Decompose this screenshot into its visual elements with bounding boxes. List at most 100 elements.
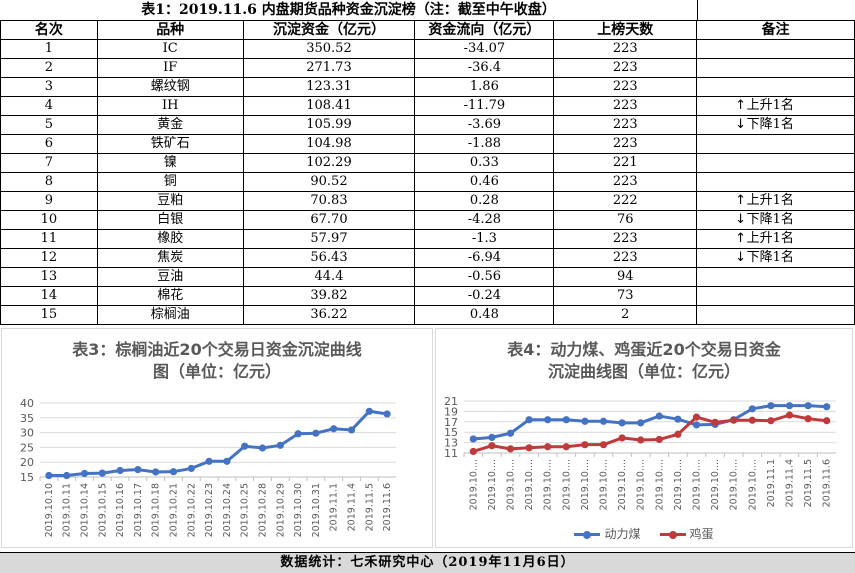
cell-days: 76 <box>553 210 698 230</box>
data-point <box>692 413 701 421</box>
x-tick-label: 2019.10.... <box>487 459 498 510</box>
header-name: 品种 <box>96 20 244 40</box>
data-point <box>383 410 391 418</box>
cell-capital: 36.22 <box>242 305 416 325</box>
note-text: 下降1名 <box>746 117 794 132</box>
x-tick-label: 2019.10.... <box>692 459 703 510</box>
cell-flow: -34.07 <box>414 39 555 59</box>
cell-flow: -11.79 <box>414 96 555 116</box>
data-point <box>618 419 626 427</box>
data-point <box>544 416 552 424</box>
chart4-legend: 动力煤 鸡蛋 <box>436 525 852 542</box>
cell-flow: -3.69 <box>414 115 555 135</box>
data-point <box>187 464 195 473</box>
x-tick-label: 2019.10.... <box>599 459 610 510</box>
data-point <box>525 444 533 452</box>
table-row: 10 白银 67.70 -4.28 76 ↓下降1名 <box>0 210 855 230</box>
chart3-title-line1: 表3：棕榈油近20个交易日资金沉淀曲线 <box>72 340 362 359</box>
x-tick-label: 2019.10.21 <box>169 483 180 537</box>
cell-days: 223 <box>553 134 698 154</box>
data-point <box>469 447 477 456</box>
y-tick-label: 25 <box>20 441 34 454</box>
cell-capital: 123.31 <box>242 77 416 97</box>
cell-flow: -0.56 <box>414 267 555 287</box>
cell-note <box>696 286 855 306</box>
data-point <box>748 416 756 424</box>
x-tick-label: 2019.11.4 <box>347 483 358 531</box>
header-capital: 沉淀资金（亿元） <box>242 20 416 40</box>
cell-days: 73 <box>553 286 698 306</box>
cell-days: 223 <box>553 229 698 249</box>
cell-flow: 0.33 <box>414 153 555 173</box>
cell-flow: -0.24 <box>414 286 555 306</box>
cell-flow: -1.88 <box>414 134 555 154</box>
cell-rank: 12 <box>0 248 98 268</box>
header-row: 名次 品种 沉淀资金（亿元） 资金流向（亿元） 上榜天数 备注 <box>0 20 855 40</box>
data-point <box>241 442 249 450</box>
table-row: 8 铜 90.52 0.46 223 <box>0 172 855 192</box>
data-point <box>347 426 356 434</box>
cell-name: IC <box>96 39 244 59</box>
x-tick-label: 2019.11.1 <box>766 459 777 507</box>
x-tick-label: 2019.10.11 <box>62 483 73 537</box>
ranking-table: 名次 品种 沉淀资金（亿元） 资金流向（亿元） 上榜天数 备注 1 IC 350.5… <box>0 20 855 325</box>
cell-note <box>696 153 855 173</box>
data-point <box>637 419 645 427</box>
y-tick-label: 17 <box>444 416 458 429</box>
table-row: 15 棕榈油 36.22 0.48 2 <box>0 305 855 325</box>
x-tick-label: 2019.10.... <box>729 459 740 510</box>
data-point <box>618 434 626 442</box>
note-content: ↑上升1名 <box>735 231 817 248</box>
arrow-down-icon: ↓ <box>735 212 747 227</box>
x-tick-label: 2019.10.10 <box>44 483 55 537</box>
data-point <box>562 416 570 424</box>
data-point <box>205 457 213 465</box>
data-point <box>276 441 284 449</box>
cell-rank: 7 <box>0 153 98 173</box>
note-content: ↓下降1名 <box>735 117 817 134</box>
x-tick-label: 2019.10.15 <box>97 483 108 537</box>
x-tick-label: 2019.11.5 <box>803 459 814 507</box>
table-row: 9 豆粕 70.83 0.28 222 ↑上升1名 <box>0 191 855 211</box>
cell-note <box>696 39 855 59</box>
y-tick-label: 30 <box>20 427 34 440</box>
data-point <box>730 416 738 424</box>
y-tick-label: 11 <box>444 447 458 460</box>
cell-note <box>696 134 855 154</box>
x-tick-label: 2019.10.29 <box>275 483 286 537</box>
data-point <box>469 435 477 443</box>
data-point <box>134 466 142 474</box>
data-point <box>488 433 496 441</box>
data-point <box>116 466 124 475</box>
data-point <box>63 471 71 480</box>
coal-egg-chart: 表4：动力煤、鸡蛋近20个交易日资金 沉淀曲线图（单位：亿元） 11 13 15 17… <box>435 328 853 548</box>
cell-capital: 271.73 <box>242 58 416 78</box>
cell-name: 豆粕 <box>96 191 244 211</box>
cell-note: ↑上升1名 <box>696 96 855 116</box>
cell-name: 白银 <box>96 210 244 230</box>
data-point <box>599 441 608 449</box>
data-point <box>581 417 589 425</box>
chart4-title-line1: 表4：动力煤、鸡蛋近20个交易日资金 <box>507 340 781 359</box>
legend-label-coal: 动力煤 <box>604 527 641 541</box>
cell-rank: 14 <box>0 286 98 306</box>
cell-flow: 0.46 <box>414 172 555 192</box>
data-point <box>294 430 302 438</box>
cell-rank: 6 <box>0 134 98 154</box>
x-tick-label: 2019.10.... <box>561 459 572 510</box>
x-tick-label: 2019.11.5 <box>364 483 375 531</box>
data-point <box>655 412 663 420</box>
table-row: 11 橡胶 57.97 -1.3 223 ↑上升1名 <box>0 229 855 249</box>
x-tick-label: 2019.10.... <box>468 459 479 510</box>
cell-capital: 90.52 <box>242 172 416 192</box>
cell-flow: -6.94 <box>414 248 555 268</box>
cell-days: 222 <box>553 191 698 211</box>
x-tick-label: 2019.10.... <box>636 459 647 510</box>
note-content: ↑上升1名 <box>735 98 817 115</box>
data-point <box>674 430 682 438</box>
x-tick-label: 2019.10.17 <box>133 483 144 537</box>
x-tick-label: 2019.11.1 <box>329 483 340 531</box>
x-tick-label: 2019.10.23 <box>204 483 215 537</box>
data-point <box>823 417 831 425</box>
data-point <box>152 468 160 476</box>
